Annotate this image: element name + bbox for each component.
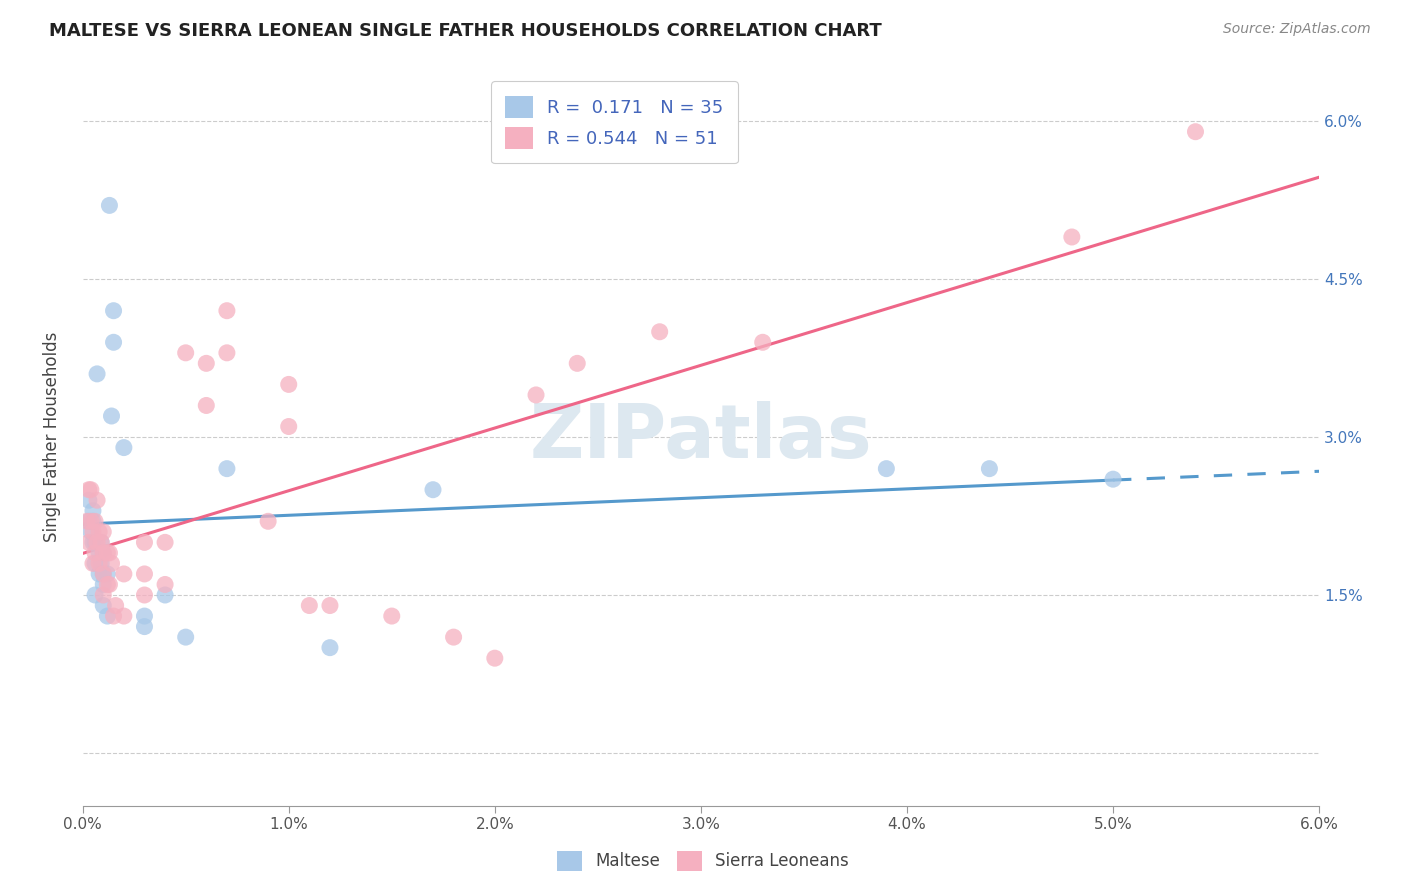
Point <box>96 577 118 591</box>
Point <box>103 609 125 624</box>
Point <box>422 483 444 497</box>
Point <box>96 609 118 624</box>
Point <box>153 535 176 549</box>
Point <box>82 504 104 518</box>
Text: ZIPatlas: ZIPatlas <box>530 401 872 474</box>
Point <box>195 399 218 413</box>
Point <box>89 546 111 560</box>
Point <box>319 640 342 655</box>
Point <box>90 535 112 549</box>
Point <box>77 514 100 528</box>
Point <box>98 577 121 591</box>
Point <box>153 588 176 602</box>
Point <box>134 588 156 602</box>
Point <box>80 524 103 539</box>
Point <box>104 599 127 613</box>
Point <box>86 535 108 549</box>
Point <box>979 461 1001 475</box>
Point <box>381 609 404 624</box>
Point <box>174 630 197 644</box>
Point <box>90 557 112 571</box>
Point <box>1102 472 1125 486</box>
Point <box>98 198 121 212</box>
Point <box>84 514 107 528</box>
Point <box>84 546 107 560</box>
Legend: Maltese, Sierra Leoneans: Maltese, Sierra Leoneans <box>548 842 858 880</box>
Point <box>89 524 111 539</box>
Point <box>257 514 280 528</box>
Point <box>91 566 114 581</box>
Point <box>91 546 114 560</box>
Point <box>195 356 218 370</box>
Y-axis label: Single Father Households: Single Father Households <box>44 332 60 542</box>
Point <box>875 461 897 475</box>
Point <box>648 325 671 339</box>
Point <box>91 566 114 581</box>
Point <box>484 651 506 665</box>
Point <box>174 346 197 360</box>
Point <box>103 335 125 350</box>
Point <box>215 346 238 360</box>
Point <box>80 483 103 497</box>
Point <box>84 588 107 602</box>
Point <box>134 619 156 633</box>
Point <box>89 557 111 571</box>
Point <box>103 303 125 318</box>
Point <box>96 546 118 560</box>
Point <box>77 493 100 508</box>
Legend: R =  0.171   N = 35, R = 0.544   N = 51: R = 0.171 N = 35, R = 0.544 N = 51 <box>491 81 738 163</box>
Point <box>91 546 114 560</box>
Point <box>84 557 107 571</box>
Point <box>134 566 156 581</box>
Point <box>91 524 114 539</box>
Point <box>134 535 156 549</box>
Point <box>82 514 104 528</box>
Point <box>86 367 108 381</box>
Point <box>567 356 589 370</box>
Point <box>100 557 122 571</box>
Point <box>90 535 112 549</box>
Point <box>89 566 111 581</box>
Point <box>277 377 299 392</box>
Point <box>277 419 299 434</box>
Point <box>91 588 114 602</box>
Point <box>84 535 107 549</box>
Point <box>1060 230 1083 244</box>
Point <box>215 461 238 475</box>
Point <box>134 609 156 624</box>
Point <box>82 524 104 539</box>
Text: MALTESE VS SIERRA LEONEAN SINGLE FATHER HOUSEHOLDS CORRELATION CHART: MALTESE VS SIERRA LEONEAN SINGLE FATHER … <box>49 22 882 40</box>
Point <box>76 514 98 528</box>
Point <box>96 566 118 581</box>
Point <box>77 483 100 497</box>
Point <box>91 577 114 591</box>
Point <box>153 577 176 591</box>
Point <box>215 303 238 318</box>
Point <box>86 493 108 508</box>
Point <box>100 409 122 423</box>
Point <box>443 630 465 644</box>
Point <box>98 546 121 560</box>
Text: Source: ZipAtlas.com: Source: ZipAtlas.com <box>1223 22 1371 37</box>
Point <box>319 599 342 613</box>
Point <box>91 599 114 613</box>
Point <box>298 599 321 613</box>
Point <box>77 535 100 549</box>
Point <box>112 566 135 581</box>
Point <box>112 441 135 455</box>
Point <box>82 535 104 549</box>
Point <box>751 335 773 350</box>
Point <box>80 514 103 528</box>
Point <box>112 609 135 624</box>
Point <box>82 557 104 571</box>
Point <box>524 388 547 402</box>
Point <box>1184 125 1206 139</box>
